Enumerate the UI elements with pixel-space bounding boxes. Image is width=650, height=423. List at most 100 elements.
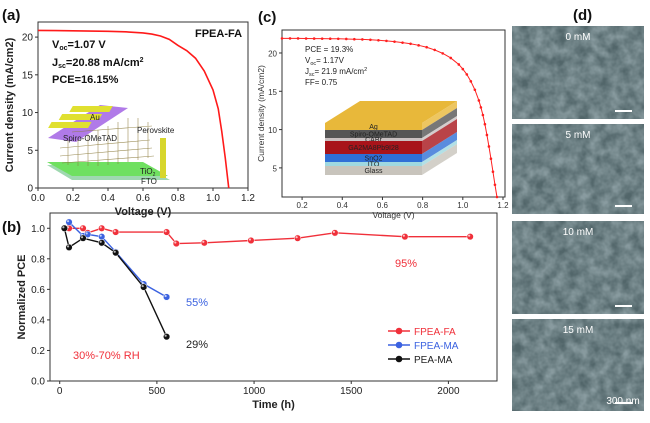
layer-top-face xyxy=(325,101,457,123)
series-pea-ma xyxy=(60,224,171,341)
x-axis-label: Time (h) xyxy=(252,399,295,411)
layer-2 xyxy=(325,138,422,141)
y-tick-label: 15 xyxy=(22,70,34,81)
sem-label: 0 mM xyxy=(566,32,591,43)
data-point xyxy=(98,239,106,247)
x-tick-label: 2000 xyxy=(437,386,460,397)
data-point-highlight xyxy=(174,241,177,244)
panel-c: (c) 0.2 0.4 0.6 0.8 1.0 1.2 5 10 15 20 Voltage (V)… xyxy=(256,9,509,220)
jv-point xyxy=(312,37,316,40)
pce-text: PCE=16.15% xyxy=(52,74,119,86)
layer-side xyxy=(422,132,457,162)
data-point xyxy=(65,218,73,226)
annotation-rh: 30%-70% RH xyxy=(73,350,140,362)
voc-text-c: Voc= 1.17V xyxy=(305,56,345,67)
jv-point xyxy=(304,37,308,40)
y-tick-label: 5 xyxy=(273,164,278,173)
x-tick-label: 0.2 xyxy=(297,201,309,210)
panel-c-axes: 0.2 0.4 0.6 0.8 1.0 1.2 5 10 15 20 Voltage (V) Curr… xyxy=(256,29,509,220)
data-point xyxy=(112,249,120,257)
jv-point xyxy=(320,37,324,40)
jv-point xyxy=(477,99,481,102)
data-point-highlight xyxy=(248,238,252,241)
jv-point xyxy=(491,170,495,174)
jv-point xyxy=(483,122,487,126)
panel-b-axes: 0 500 1000 1500 2000 0.0 0.2 0.4 0.6 0.8 1.0 Time (… xyxy=(16,212,498,411)
layer-label: ITO xyxy=(368,162,380,169)
perovskite-lattice xyxy=(59,118,155,166)
data-point-highlight xyxy=(141,284,144,288)
layer-6 xyxy=(325,166,422,175)
data-point xyxy=(163,293,171,301)
data-point xyxy=(60,224,68,232)
data-point xyxy=(247,236,255,245)
x-tick-label: 0.2 xyxy=(66,193,80,204)
data-point xyxy=(98,233,106,241)
sem-label: 5 mM xyxy=(566,130,591,141)
sem-texture xyxy=(512,221,644,314)
inset-au-label: Au xyxy=(90,113,100,122)
sem-image: 15 mM xyxy=(512,319,644,411)
layer-label: SnO2 xyxy=(365,156,383,163)
legend-item: FPEA-FA xyxy=(388,327,456,338)
plot-frame xyxy=(281,29,506,198)
data-point-highlight xyxy=(85,232,88,235)
sem-texture xyxy=(512,319,644,411)
x-tick-label: 1.2 xyxy=(497,201,509,210)
jsc-text: Jsc=20.88 mA/cm2 xyxy=(52,57,144,70)
data-point xyxy=(98,224,106,232)
inset-spiro-label: Spiro-OMeTAD xyxy=(63,134,117,143)
series-fpea-fa xyxy=(60,224,474,248)
layer-label: Glass xyxy=(365,168,383,175)
jv-point xyxy=(457,63,461,66)
data-point xyxy=(172,239,180,248)
y-tick-label: 10 xyxy=(22,108,34,119)
jv-point xyxy=(401,41,404,44)
x-tick-label: 0.4 xyxy=(101,193,115,204)
y-tick-label: 1.0 xyxy=(31,224,45,235)
x-tick-label: 0.6 xyxy=(136,193,150,204)
y-tick-label: 0.4 xyxy=(31,315,45,326)
legend-item: PEA-MA xyxy=(388,355,453,366)
layer-label: CABr xyxy=(365,137,382,144)
layer-3 xyxy=(325,141,422,154)
ff-text-c: FF= 0.75 xyxy=(305,78,338,87)
data-point xyxy=(200,239,208,247)
annotation-95: 95% xyxy=(395,258,417,270)
x-tick-label: 1.0 xyxy=(206,193,220,204)
jv-point xyxy=(369,38,372,42)
y-tick-label: 5 xyxy=(27,146,33,157)
panel-label-d: (d) xyxy=(573,7,592,24)
x-tick-label: 0.8 xyxy=(171,193,185,204)
data-point xyxy=(79,234,87,242)
jv-point xyxy=(280,37,284,40)
jv-point xyxy=(441,52,445,55)
scale-bar-label: 300 nm xyxy=(606,396,639,407)
inset-fto-label: FTO xyxy=(141,177,157,186)
x-tick-label: 500 xyxy=(149,386,166,397)
jv-point xyxy=(393,40,396,43)
y-tick-label: 0.8 xyxy=(31,254,45,265)
x-tick-label: 1500 xyxy=(340,386,363,397)
data-point-highlight xyxy=(468,234,471,237)
y-tick-label: 0.6 xyxy=(31,285,45,296)
jv-point xyxy=(495,195,499,199)
layer-4 xyxy=(325,154,422,162)
layer-side xyxy=(422,119,457,154)
jv-point xyxy=(469,80,473,83)
layer-label: GA2MA8Pb9I28 xyxy=(348,145,399,152)
panel-a-axes: 0.0 0.2 0.4 0.6 0.8 1.0 1.2 0 5 10 15 20 Voltage (V)… xyxy=(4,21,255,218)
layer-label: Ag xyxy=(369,124,378,131)
layer-side xyxy=(422,101,457,130)
jv-curve xyxy=(37,29,230,189)
data-point-highlight xyxy=(402,234,405,237)
inset-perovskite-label: Perovskite xyxy=(137,126,175,135)
series-line xyxy=(63,228,168,338)
pce-text-c: PCE = 19.3% xyxy=(305,45,353,54)
jv-point xyxy=(473,88,477,92)
sem-image: 0 mM xyxy=(512,26,644,119)
inset-tio2-label: TiO2 xyxy=(140,167,156,178)
sem-label: 10 mM xyxy=(563,227,594,238)
layer-0 xyxy=(325,123,422,130)
panel-label-c: (c) xyxy=(258,9,276,26)
